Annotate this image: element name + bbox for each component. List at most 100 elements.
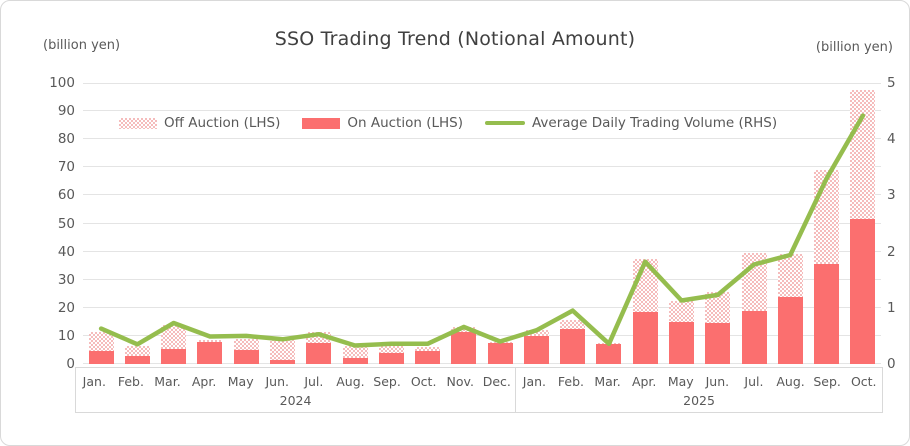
month-label: Jul. (304, 374, 324, 389)
on-auction-segment (88, 351, 114, 364)
month-label: Mar. (154, 374, 181, 389)
trend-line-swatch-icon (484, 121, 525, 125)
stacked-bar (342, 345, 368, 364)
y-axis-tick-right: 1 (887, 299, 896, 316)
gridline (83, 110, 881, 112)
month-label: Apr. (191, 374, 217, 389)
stacked-bar (560, 320, 586, 364)
stacked-bar (777, 254, 803, 364)
y-axis-tick-right: 3 (887, 187, 896, 204)
month-label: Dec. (482, 374, 511, 389)
month-label: Sep. (373, 374, 401, 389)
plot-area (83, 83, 881, 364)
month-label: Aug. (336, 374, 365, 389)
on-auction-segment (523, 335, 549, 364)
right-axis-unit-label: (billion yen) (815, 40, 893, 55)
stacked-bar (270, 338, 295, 364)
stacked-bar (669, 300, 694, 364)
on-auction-segment (197, 341, 223, 364)
stacked-bar (523, 330, 549, 364)
month-label: Jun. (265, 374, 290, 389)
off-auction-segment (415, 347, 441, 352)
month-label: Jan. (522, 374, 547, 389)
off-auction-segment (378, 345, 404, 353)
on-auction-segment (596, 344, 622, 364)
on-auction-segment (415, 351, 441, 364)
on-auction-segment (777, 296, 803, 364)
gridline (83, 138, 881, 140)
off-auction-swatch-icon (119, 117, 157, 129)
chart-title: SSO Trading Trend (Notional Amount) (274, 28, 636, 50)
month-label: Jul. (744, 374, 764, 389)
gridline (83, 166, 881, 168)
legend-label: Average Daily Trading Volume (RHS) (531, 115, 778, 131)
x-axis-section-2025: Jan. Feb. Mar. Apr. May Jun. Jul. Aug. Sep. Oct. … (516, 368, 882, 412)
on-auction-segment (378, 352, 404, 364)
off-auction-segment (197, 340, 223, 342)
off-auction-segment (451, 327, 477, 332)
month-label: Jun. (705, 374, 730, 389)
gridline (83, 363, 881, 364)
y-axis-tick-left: 100 (49, 75, 75, 91)
month-label: Oct. (850, 374, 877, 389)
gridline (83, 222, 881, 224)
y-axis-tick-left: 90 (57, 103, 75, 120)
y-axis-tick-left: 50 (57, 215, 75, 232)
stacked-bar (161, 324, 187, 364)
off-auction-segment (523, 330, 549, 336)
gridline (83, 194, 881, 196)
month-labels-row: Jan. Feb. Mar. Apr. May Jun. Jul. Aug. Sep. Oct. (516, 374, 882, 389)
off-auction-segment (88, 331, 114, 352)
x-axis-section-2024: Jan. Feb. Mar. Apr. May Jun. Jul. Aug. Sep. Oct. N… (76, 368, 515, 412)
y-axis-tick-right: 4 (887, 131, 896, 148)
off-auction-segment (814, 170, 840, 265)
legend-item-off-auction: Off Auction (LHS) (119, 115, 280, 131)
year-label: 2025 (683, 393, 715, 408)
month-label: Jan. (82, 374, 106, 389)
on-auction-segment (161, 348, 187, 364)
stacked-bar (124, 345, 150, 364)
stacked-bar (197, 340, 223, 364)
stacked-bar (415, 347, 441, 364)
off-auction-segment (669, 300, 694, 322)
on-auction-segment (451, 331, 477, 364)
on-auction-segment (270, 359, 295, 364)
y-axis-tick-right: 5 (887, 75, 896, 91)
y-axis-tick-left: 20 (57, 299, 75, 316)
on-auction-segment (560, 328, 586, 364)
off-auction-segment (233, 338, 259, 350)
on-auction-segment (705, 323, 731, 364)
gridline (83, 250, 881, 252)
off-auction-segment (270, 338, 295, 360)
on-auction-segment (306, 342, 332, 364)
x-axis-band: Jan. Feb. Mar. Apr. May Jun. Jul. Aug. Sep. Oct. N… (75, 367, 883, 413)
month-labels-row: Jan. Feb. Mar. Apr. May Jun. Jul. Aug. Sep. Oct. N… (76, 374, 515, 389)
on-auction-segment (233, 349, 259, 364)
y-axis-tick-left: 30 (57, 271, 75, 288)
off-auction-segment (124, 345, 150, 356)
on-auction-swatch-icon (302, 117, 341, 129)
month-label: Apr. (631, 374, 657, 389)
year-label: 2024 (279, 393, 312, 408)
stacked-bar (88, 331, 114, 364)
month-label: Oct. (410, 374, 437, 389)
on-auction-segment (632, 312, 658, 364)
left-axis-tick-labels: 100 90 80 70 60 50 40 30 20 10 0 (29, 75, 75, 372)
stacked-bar (814, 170, 840, 364)
trend-line-layer (98, 113, 866, 348)
month-label: Feb. (557, 374, 585, 389)
month-label: Nov. (446, 374, 474, 389)
on-auction-segment (814, 264, 840, 364)
stacked-bar (306, 331, 332, 364)
y-axis-tick-left: 10 (57, 327, 75, 344)
legend-label: On Auction (LHS) (347, 115, 463, 131)
y-axis-tick-left: 60 (57, 187, 75, 204)
on-auction-segment (669, 321, 694, 364)
on-auction-segment (487, 342, 513, 364)
y-axis-tick-right: 2 (887, 243, 896, 260)
off-auction-segment (342, 345, 368, 359)
legend: Off Auction (LHS) On Auction (LHS) Avera… (119, 115, 777, 131)
month-label: Aug. (776, 374, 805, 389)
off-auction-segment (306, 331, 332, 343)
